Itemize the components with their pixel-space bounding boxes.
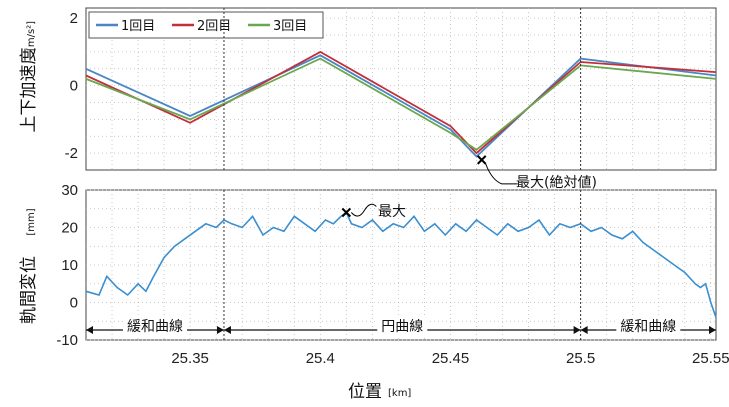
- gauge-y-label: 軌間変位: [19, 256, 39, 324]
- section-segments: 緩和曲線 円曲線 緩和曲線: [86, 316, 716, 336]
- gauge-max-label: 最大: [378, 204, 406, 220]
- gauge-plot: [85, 211, 717, 318]
- accel-max-annotation: 最大(絶対値): [516, 175, 597, 191]
- gauge-y-tick: 10: [61, 257, 78, 274]
- legend-label-1: 1回目: [121, 19, 155, 34]
- legend-label-2: 2回目: [197, 19, 231, 34]
- section-label-2: 円曲線: [381, 319, 423, 335]
- accel-max-marker: [476, 155, 487, 165]
- accel-max-leader: [485, 163, 518, 185]
- section-arrow-head-right: [216, 326, 224, 334]
- accel-y-tick: 0: [70, 78, 78, 95]
- legend-label-3: 3回目: [273, 19, 307, 34]
- accel-y-tick: -2: [65, 145, 78, 162]
- legend: 1回目 2回目 3回目: [88, 11, 324, 39]
- gauge-y-tick: 0: [70, 295, 78, 312]
- accel-panel-frame: [85, 7, 717, 171]
- gauge-series: [85, 211, 717, 318]
- section-label-bg: [616, 316, 681, 336]
- accel-series-2: [85, 50, 717, 155]
- accel-y-tick: 2: [70, 10, 78, 27]
- gauge-y-tick: 20: [61, 220, 78, 237]
- section-label-bg: [122, 316, 187, 336]
- gauge-y-tick: -10: [56, 332, 78, 349]
- section-arrow-head-right: [709, 326, 716, 334]
- x-axis-label: 位置: [348, 382, 382, 402]
- accel-y-label: 上下加速度: [19, 48, 39, 133]
- gauge-max-annotation: 最大: [378, 204, 406, 220]
- section-label-3: 緩和曲線: [620, 319, 676, 335]
- x-tick: 25.5: [566, 350, 595, 367]
- section-arrow-head-left: [86, 326, 93, 334]
- section-arrow-head-left: [580, 326, 588, 334]
- gauge-max-marker: [341, 207, 352, 218]
- gauge-max-leader: [350, 203, 377, 217]
- legend-box: [88, 11, 324, 39]
- accel-y-unit: [m/s²]: [26, 21, 37, 51]
- section-arrow-head-right: [573, 326, 581, 334]
- accel-series-3: [85, 57, 717, 151]
- section-label-bg: [377, 316, 428, 336]
- x-axis-unit: [km]: [388, 388, 411, 399]
- accel-plot: [85, 50, 717, 158]
- accel-grid: [86, 8, 716, 170]
- accel-max-label: 最大(絶対値): [516, 175, 597, 191]
- section-arrow-head-left: [223, 326, 231, 334]
- gauge-y-tick: 30: [61, 182, 78, 199]
- accel-series-1: [85, 54, 717, 158]
- x-tick: 25.4: [306, 350, 335, 367]
- x-tick: 25.55: [692, 350, 729, 367]
- section-label-1: 緩和曲線: [127, 319, 183, 335]
- x-tick: 25.45: [432, 350, 470, 367]
- gauge-y-unit: [mm]: [26, 208, 37, 235]
- x-tick: 25.35: [171, 350, 209, 367]
